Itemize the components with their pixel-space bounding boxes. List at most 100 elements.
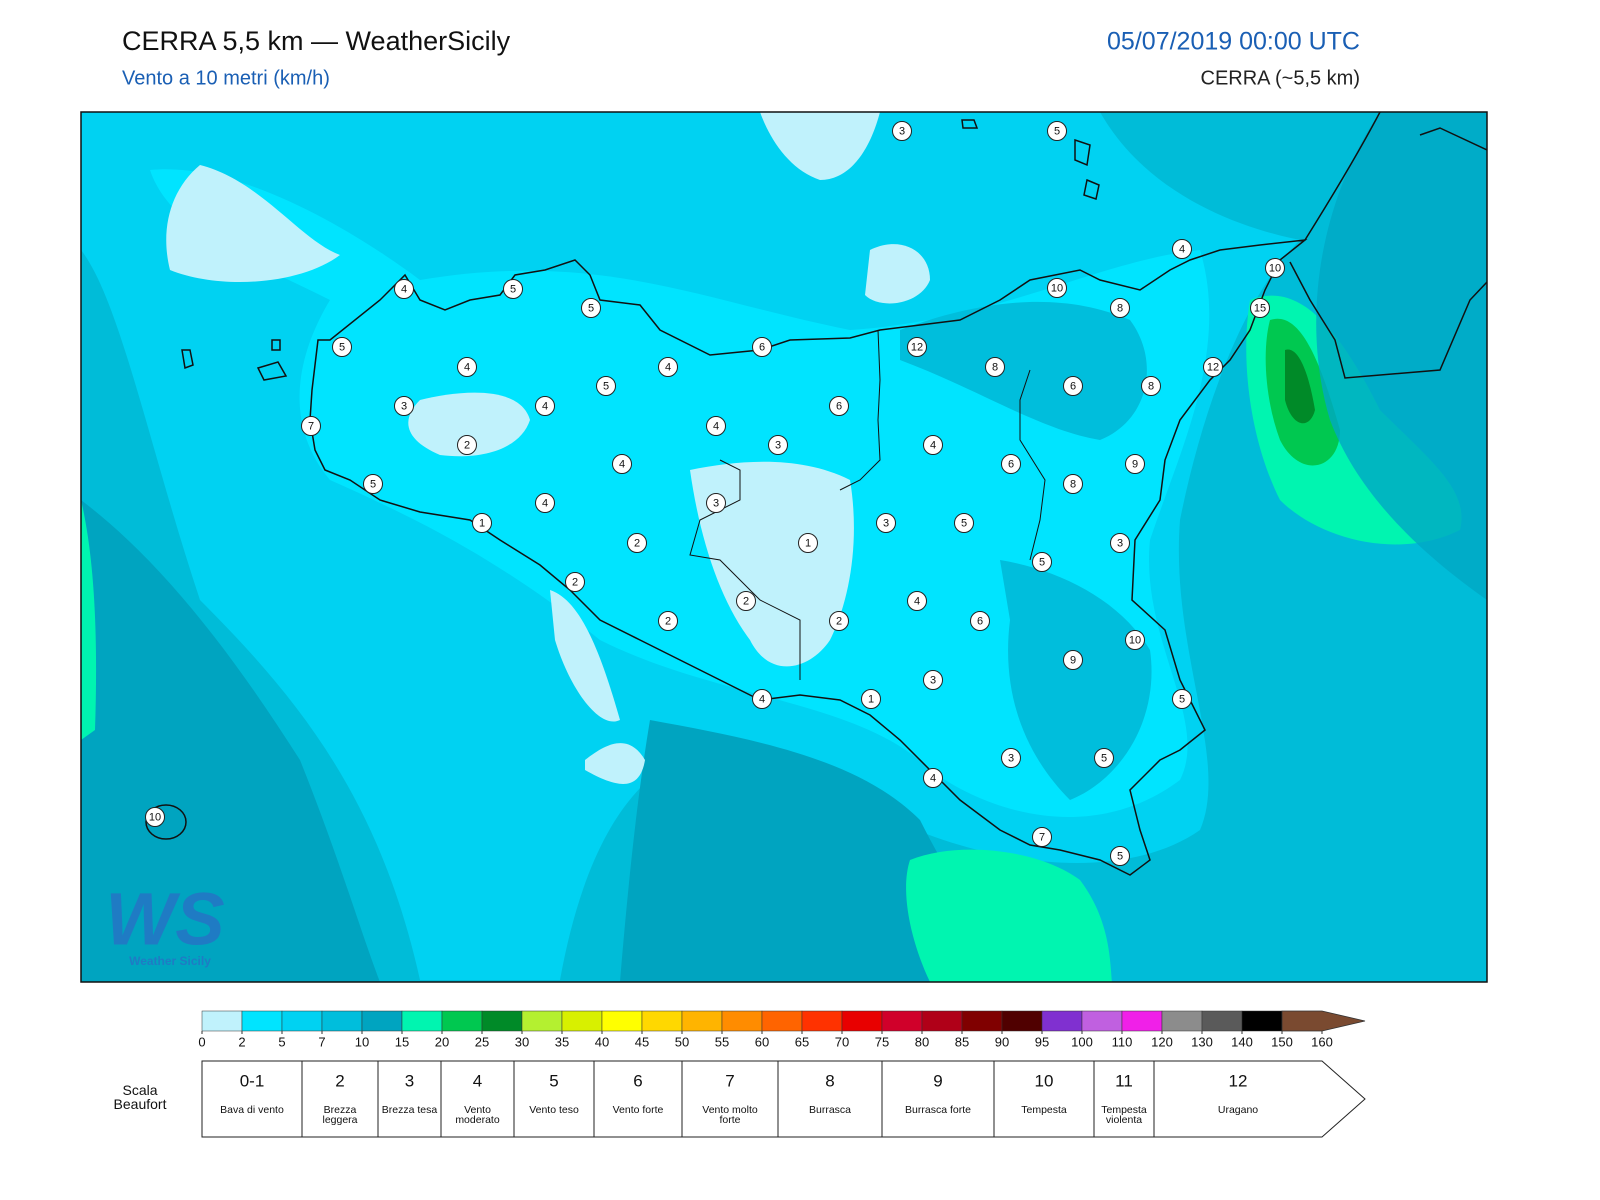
station-value: 10: [149, 811, 161, 823]
station-value: 5: [370, 478, 376, 490]
islands: [181, 119, 1100, 381]
colorbar-tick-label: 30: [515, 1034, 529, 1049]
colorbar-tick-label: 160: [1311, 1034, 1333, 1049]
station-value: 6: [977, 615, 983, 627]
title: CERRA 5,5 km — WeatherSicily: [122, 26, 511, 56]
colorbar: 0 2 5 7 10 15 20 25 30 35 40 45 50 55 60 65 70 75 80 85 90 95…: [198, 1010, 1366, 1049]
station-marker: [1063, 474, 1083, 494]
calabria-coast: [1289, 112, 1487, 379]
colorbar-segment: [281, 1010, 323, 1032]
field-zone: [1316, 112, 1487, 600]
station-value: 2: [572, 576, 578, 588]
station-value: 9: [1132, 458, 1138, 470]
station-marker: [861, 689, 881, 709]
colorbar-tick-label: 5: [278, 1034, 285, 1049]
province-borders: [689, 329, 1046, 680]
station-marker: [798, 533, 818, 553]
station-value: 5: [510, 283, 516, 295]
station-marker: [658, 357, 678, 377]
station-value: 8: [1117, 302, 1123, 314]
station-marker: [768, 435, 788, 455]
station-value: 4: [930, 439, 936, 451]
colorbar-tick-label: 40: [595, 1034, 609, 1049]
colorbar-segment: [961, 1010, 1003, 1032]
colorbar-segment: [601, 1010, 643, 1032]
colorbar-tick-label: 90: [995, 1034, 1009, 1049]
colorbar-segment: [361, 1010, 403, 1032]
station-marker: [829, 396, 849, 416]
colorbar-segment: [921, 1010, 963, 1032]
beaufort-scale: 0-1 2 3 4 5 6 7 8 9 10 11 12: [201, 1060, 1366, 1138]
colorbar-segment: [521, 1010, 563, 1032]
field-zone: [865, 244, 930, 304]
model-label: CERRA (~5,5 km): [1201, 67, 1360, 89]
beaufort-force: 9: [933, 1071, 942, 1090]
station-value: 3: [899, 125, 905, 137]
station-marker: [923, 435, 943, 455]
station-marker: [596, 376, 616, 396]
station-marker: [1032, 827, 1052, 847]
field-zone: [81, 500, 380, 982]
colorbar-segment: [1281, 1010, 1366, 1032]
beaufort-box: [593, 1060, 683, 1138]
station-marker: [1172, 239, 1192, 259]
station-marker: [1063, 650, 1083, 670]
station-marker: [394, 279, 414, 299]
station-value: 4: [914, 595, 920, 607]
beaufort-force: 11: [1115, 1071, 1133, 1090]
station-marker: [1110, 298, 1130, 318]
field-zone: [550, 590, 620, 722]
station-value: 8: [992, 361, 998, 373]
subtitle: Vento a 10 metri (km/h): [122, 67, 330, 89]
station-value: 3: [1117, 537, 1123, 549]
station-marker: [1141, 376, 1161, 396]
station-value: 5: [1101, 752, 1107, 764]
station-value: 4: [542, 400, 548, 412]
logo-mark: WS: [105, 878, 224, 961]
station-marker: [1125, 630, 1145, 650]
station-marker: [535, 493, 555, 513]
beaufort-box: [681, 1060, 779, 1138]
station-marker: [970, 611, 990, 631]
field-zone: [166, 165, 340, 282]
field-zone: [1285, 349, 1315, 424]
station-value: 2: [634, 537, 640, 549]
beaufort-box: [377, 1060, 442, 1138]
station-value: 3: [1008, 752, 1014, 764]
station-value: 3: [775, 439, 781, 451]
station-marker: [1125, 454, 1145, 474]
station-value: 15: [1254, 302, 1266, 314]
beaufort-box: [1153, 1060, 1366, 1138]
coastlines: [145, 112, 1487, 876]
datetime: 05/07/2019 00:00 UTC: [1107, 28, 1360, 56]
field-zone: [585, 743, 645, 784]
station-value: 5: [603, 380, 609, 392]
colorbar-segment: [201, 1010, 243, 1032]
station-marker: [503, 279, 523, 299]
station-value: 3: [930, 674, 936, 686]
station-marker: [876, 513, 896, 533]
station-value: 3: [883, 517, 889, 529]
station-marker: [1203, 357, 1223, 377]
colorbar-segment: [401, 1010, 443, 1032]
colorbar-tick-label: 2: [238, 1034, 245, 1049]
colorbar-segment: [881, 1010, 923, 1032]
field-zone: [408, 392, 530, 457]
colorbar-tick-label: 10: [355, 1034, 369, 1049]
station-marker: [907, 337, 927, 357]
colorbar-tick-label: 20: [435, 1034, 449, 1049]
station-value: 4: [401, 283, 407, 295]
station-value: 5: [1039, 556, 1045, 568]
colorbar-tick-label: 15: [395, 1034, 409, 1049]
colorbar-segment: [1121, 1010, 1163, 1032]
colorbar-segment: [481, 1010, 523, 1032]
station-marker: [923, 670, 943, 690]
station-value: 5: [588, 302, 594, 314]
station-marker: [457, 435, 477, 455]
colorbar-segment: [1201, 1010, 1243, 1032]
station-value: 4: [1179, 243, 1185, 255]
colorbar-tick-label: 25: [475, 1034, 489, 1049]
station-marker: [1063, 376, 1083, 396]
